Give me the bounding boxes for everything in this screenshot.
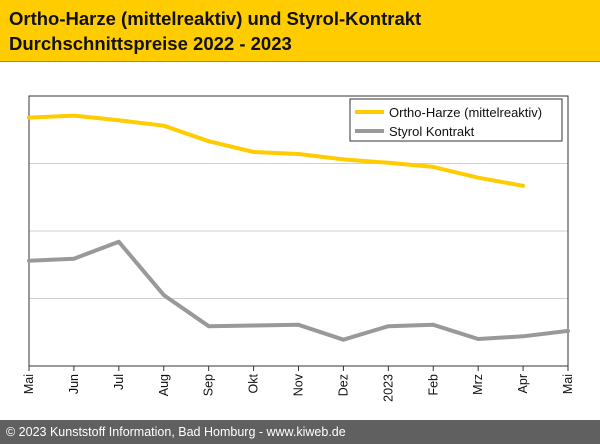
x-axis: Mai Jun Jul Aug Sep Okt Nov Dez 2023 Feb Mrz Apr Mai [22, 366, 575, 402]
chart-subtitle: Durchschnittspreise 2022 - 2023 [9, 33, 292, 54]
series-line-ortho [27, 113, 526, 188]
x-tick-label: Sep [202, 374, 216, 396]
x-tick-label: 2023 [381, 374, 395, 402]
x-tick-label: Aug [157, 374, 171, 396]
header-banner: Ortho-Harze (mittelreaktiv) und Styrol-K… [0, 0, 600, 62]
chart-title: Ortho-Harze (mittelreaktiv) und Styrol-K… [9, 8, 422, 29]
x-tick-label: Dez [336, 374, 350, 396]
legend: Ortho-Harze (mittelreaktiv) Styrol Kontr… [349, 98, 563, 142]
grid-layer [29, 163, 568, 299]
x-tick-label: Apr [516, 374, 530, 393]
x-tick-label: Mai [561, 374, 575, 394]
x-tick-label: Jul [112, 374, 126, 390]
x-tick-label: Nov [292, 373, 306, 396]
line-chart: Mai Jun Jul Aug Sep Okt Nov Dez 2023 Feb Mrz Apr Mai… [22, 95, 575, 402]
chart-area: Mai Jun Jul Aug Sep Okt Nov Dez 2023 Feb Mrz Apr Mai… [0, 62, 600, 420]
series-layer [27, 113, 570, 342]
copyright-text: © 2023 Kunststoff Information, Bad Hombu… [6, 425, 346, 439]
legend-label-ortho: Ortho-Harze (mittelreaktiv) [389, 105, 542, 120]
footer-credit: © 2023 Kunststoff Information, Bad Hombu… [0, 420, 600, 444]
x-tick-label: Feb [426, 374, 440, 396]
legend-box [349, 98, 563, 142]
series-line-styrol [27, 239, 570, 342]
x-tick-label: Okt [247, 373, 261, 393]
x-tick-label: Jun [67, 374, 81, 394]
x-tick-label: Mai [22, 374, 36, 394]
x-tick-label: Mrz [471, 374, 485, 395]
legend-label-styrol: Styrol Kontrakt [389, 124, 475, 139]
